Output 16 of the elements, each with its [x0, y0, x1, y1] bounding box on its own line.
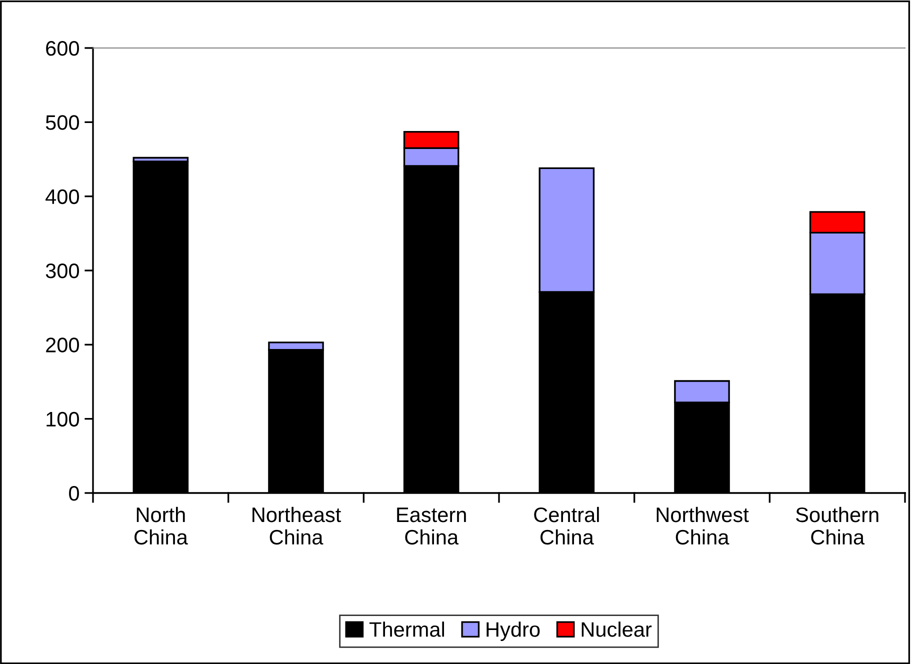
x-tick-label: Northwest China	[656, 506, 749, 545]
x-tick-label: Southern China	[796, 506, 878, 545]
legend-label: Thermal	[369, 622, 444, 637]
y-tick-label: 100	[46, 412, 79, 427]
x-tick-label: Eastern China	[397, 508, 466, 545]
y-tick-label: 600	[46, 41, 79, 56]
y-tick-label: 500	[46, 115, 79, 130]
x-tick-label: Northeast China	[252, 506, 342, 545]
y-tick-label: 200	[46, 338, 79, 352]
x-tick-label: North China	[134, 506, 188, 545]
y-tick-label: 300	[46, 264, 79, 278]
y-tick-label: 400	[46, 189, 79, 204]
y-tick-label: 0	[69, 486, 79, 501]
legend-label: Nuclear	[582, 622, 652, 637]
legend-label: Hydro	[486, 622, 540, 641]
x-tick-label: Central China	[534, 506, 599, 545]
